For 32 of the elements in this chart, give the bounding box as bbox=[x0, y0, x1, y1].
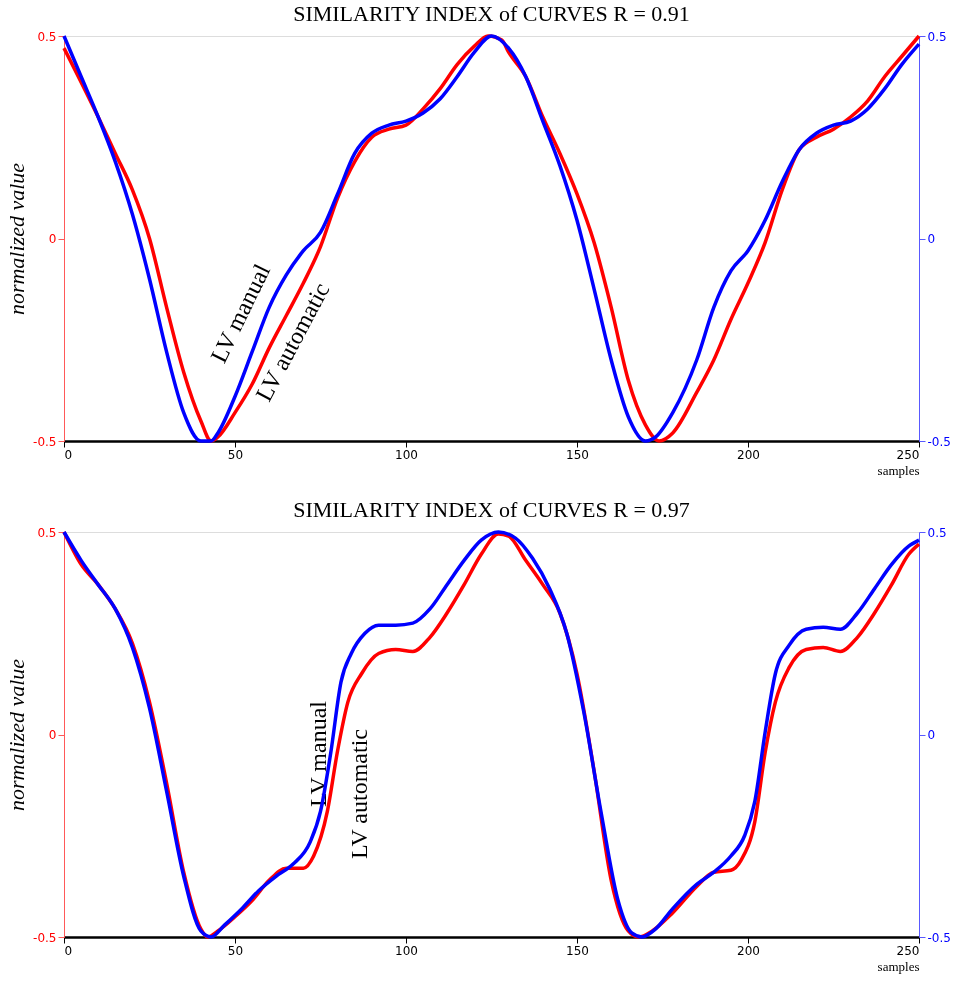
x-tick-label: 50 bbox=[227, 447, 244, 462]
annotation: LV automatic bbox=[346, 729, 372, 859]
x-tick-label: 100 bbox=[395, 943, 418, 958]
x-tick-label: 200 bbox=[737, 943, 760, 958]
x-axis-title: samples bbox=[877, 958, 920, 974]
x-tick-label: 0 bbox=[64, 943, 73, 958]
x-tick-label: 250 bbox=[896, 447, 920, 462]
x-tick-label: 150 bbox=[566, 943, 589, 958]
y2-tick-label: -0.5 bbox=[927, 930, 951, 945]
y2-tick-label: 0.5 bbox=[927, 29, 947, 44]
y-tick-label: 0 bbox=[48, 232, 57, 246]
chart-title: SIMILARITY INDEX of CURVES R = 0.91 bbox=[293, 1, 690, 26]
chart-title: SIMILARITY INDEX of CURVES R = 0.97 bbox=[293, 497, 690, 522]
x-tick-label: 250 bbox=[896, 943, 920, 958]
annotation: LV manual bbox=[205, 259, 276, 367]
x-tick-label: 50 bbox=[227, 943, 244, 958]
y2-tick-label: -0.5 bbox=[927, 434, 951, 449]
y2-tick-label: 0 bbox=[927, 728, 936, 742]
y2-tick-label: 0.5 bbox=[927, 525, 947, 540]
x-tick-label: 0 bbox=[64, 447, 73, 462]
y-tick-label: -0.5 bbox=[33, 930, 57, 945]
x-tick-label: 100 bbox=[395, 447, 418, 462]
y-tick-label: 0.5 bbox=[37, 525, 57, 540]
y-axis-title: normalized value bbox=[4, 162, 30, 316]
x-tick-label: 150 bbox=[566, 447, 589, 462]
x-tick-label: 200 bbox=[737, 447, 760, 462]
y-tick-label: -0.5 bbox=[33, 434, 57, 449]
y-tick-label: 0.5 bbox=[37, 29, 57, 44]
y-tick-label: 0 bbox=[48, 728, 57, 742]
y-axis-title: normalized value bbox=[4, 658, 30, 812]
y2-tick-label: 0 bbox=[927, 232, 936, 246]
x-axis-title: samples bbox=[877, 462, 920, 478]
